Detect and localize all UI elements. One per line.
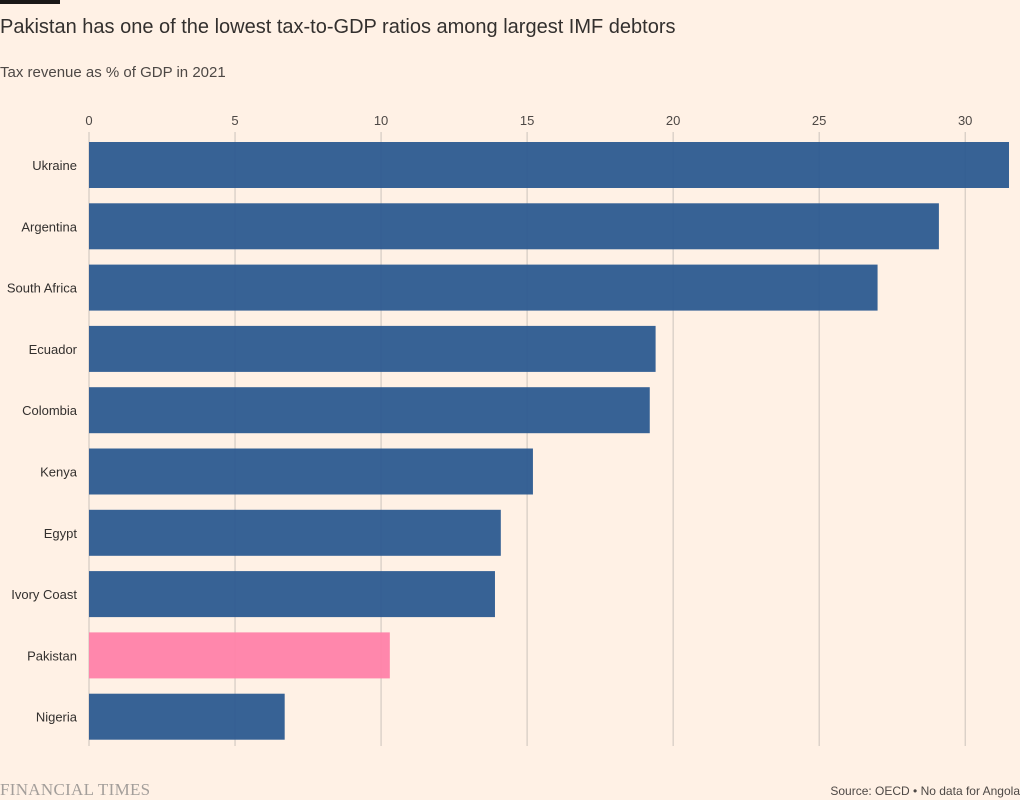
bar-chart: 0 5 10 15 20 25 30 Ukraine Argentina South Afric… [7,113,1009,746]
x-tick-label: 15 [520,113,534,128]
category-label-ecuador: Ecuador [29,342,78,357]
bar-argentina [89,203,939,250]
x-tick-label: 5 [231,113,238,128]
category-label-colombia: Colombia [22,403,78,418]
x-tick-label: 30 [958,113,972,128]
bar-ivory-coast [89,571,495,618]
category-label-nigeria: Nigeria [36,710,78,725]
bar-south-africa [89,264,878,311]
category-label-ukraine: Ukraine [32,158,77,173]
bar-nigeria [89,693,285,740]
category-label-argentina: Argentina [21,219,77,234]
bars [89,142,1009,740]
chart-title: Pakistan has one of the lowest tax-to-GD… [0,16,676,38]
x-axis-ticks: 0 5 10 15 20 25 30 [85,113,972,128]
category-label-egypt: Egypt [44,526,78,541]
source-note: Source: OECD • No data for Angola [830,784,1020,798]
x-tick-label: 10 [374,113,388,128]
category-label-kenya: Kenya [40,465,78,480]
bar-pakistan [89,632,390,679]
category-label-ivory-coast: Ivory Coast [11,587,77,602]
bar-ecuador [89,325,656,372]
bar-ukraine [89,142,1009,188]
x-tick-label: 20 [666,113,680,128]
bar-kenya [89,448,533,495]
brand-accent-bar [0,0,60,4]
category-labels: Ukraine Argentina South Africa Ecuador Colom… [7,158,78,725]
bar-colombia [89,387,650,434]
ft-logo: FINANCIAL TIMES [0,780,151,799]
category-label-pakistan: Pakistan [27,648,77,663]
x-tick-label: 0 [85,113,92,128]
chart-subtitle: Tax revenue as % of GDP in 2021 [0,64,226,81]
bar-egypt [89,509,501,556]
category-label-south-africa: South Africa [7,281,78,296]
x-tick-label: 25 [812,113,826,128]
